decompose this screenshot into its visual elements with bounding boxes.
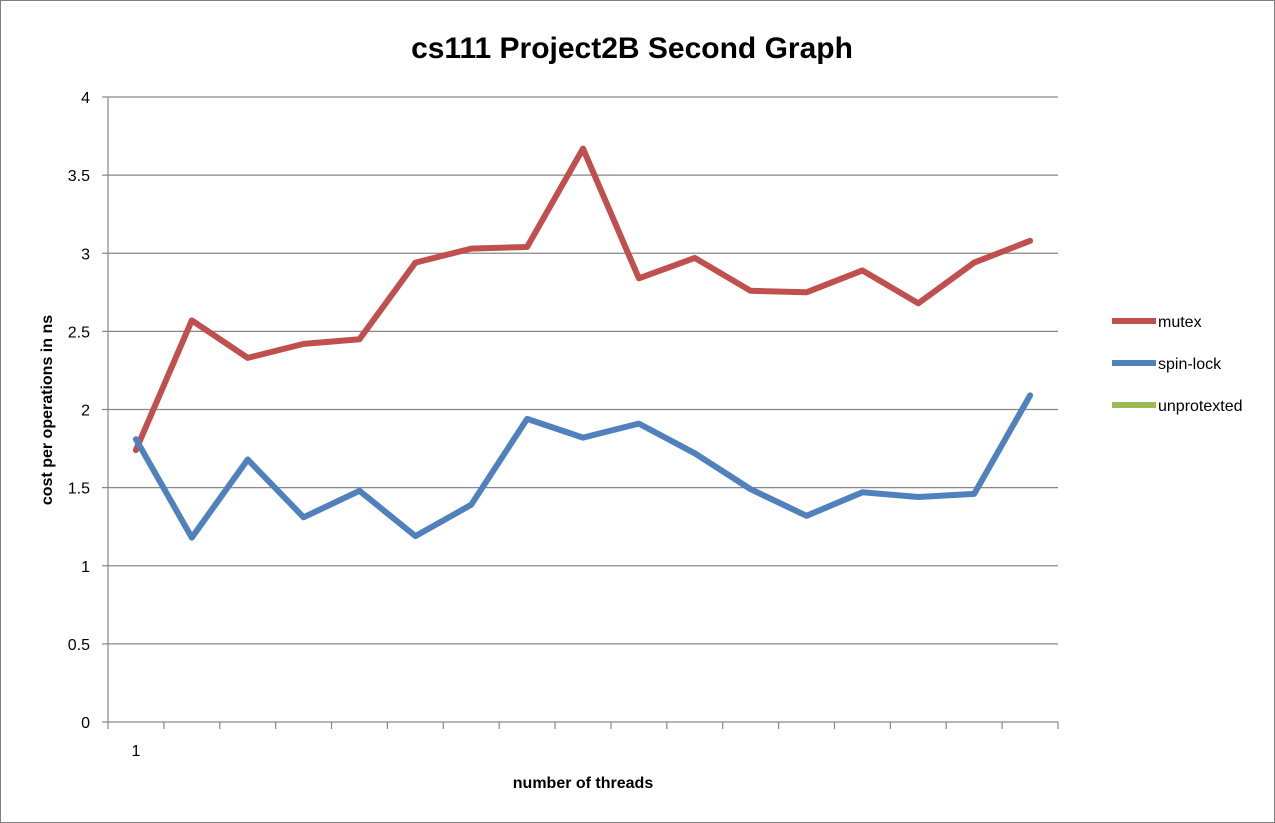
legend-label-unprotexted: unprotexted xyxy=(1158,398,1243,415)
y-tick-label: 2.5 xyxy=(68,324,90,341)
y-tick-label: 2 xyxy=(81,403,90,420)
y-tick-label: 4 xyxy=(81,90,90,107)
y-tick-label: 3 xyxy=(81,246,90,263)
y-tick-label: 1 xyxy=(81,559,90,576)
y-tick-label: 0.5 xyxy=(68,637,90,654)
x-tick-label: 1 xyxy=(131,743,140,760)
gridlines xyxy=(108,96,1058,645)
series-line-mutex xyxy=(132,145,1034,454)
y-tick-label: 3.5 xyxy=(68,168,90,185)
legend: mutex spin-lock unprotexted xyxy=(1112,314,1243,415)
y-axis-label: cost per operations in ns xyxy=(39,315,56,505)
series-line-spin-lock xyxy=(132,392,1034,541)
chart-title: cs111 Project2B Second Graph xyxy=(411,32,853,65)
x-axis-label: number of threads xyxy=(513,775,654,792)
y-tick-label: 0 xyxy=(81,715,90,732)
legend-label-mutex: mutex xyxy=(1158,314,1202,331)
legend-label-spin-lock: spin-lock xyxy=(1158,356,1222,373)
y-tick-label: 1.5 xyxy=(68,481,90,498)
x-axis-ticks: 1 xyxy=(107,722,1059,760)
y-axis-ticks: 0 0.5 1 1.5 2 2.5 3 3.5 4 xyxy=(68,90,108,732)
series-lines xyxy=(132,145,1034,541)
